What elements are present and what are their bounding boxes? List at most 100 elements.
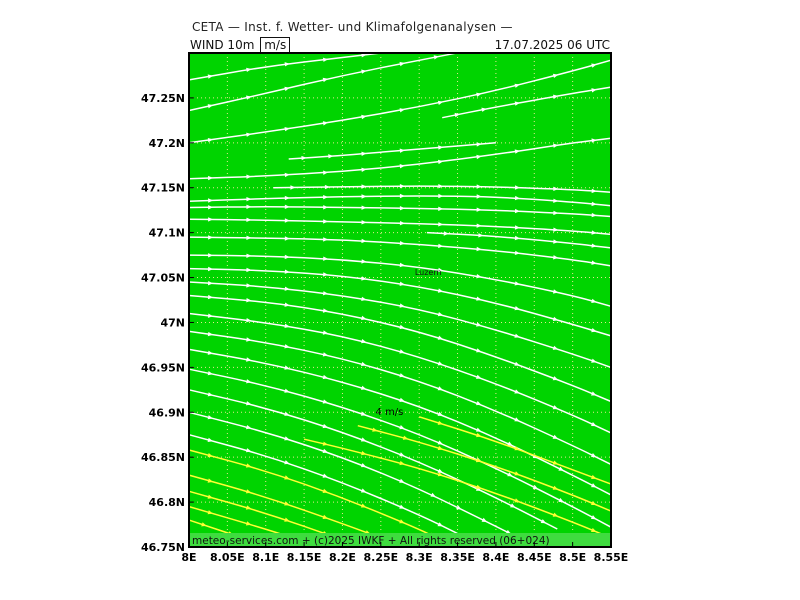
streamline-arrow [399, 504, 405, 509]
lon-tick-label: 8.3E [406, 551, 433, 564]
lat-tick-label: 47N [160, 316, 185, 329]
streamline-arrow [290, 185, 296, 190]
place-label-luzern: Luzern [415, 268, 442, 277]
streamline-arrow [552, 460, 559, 465]
streamline-arrow [553, 255, 559, 260]
streamline-arrow [437, 522, 443, 527]
streamline-arrow [361, 276, 367, 281]
streamline-arrow [361, 238, 367, 244]
streamline-arrow [399, 241, 405, 246]
streamline-arrow [399, 148, 405, 153]
streamline-arrow [399, 425, 405, 430]
streamline-arrow [476, 484, 482, 489]
streamline-arrow [433, 55, 439, 60]
streamline-arrow [591, 260, 597, 265]
streamline [188, 312, 612, 434]
streamline-arrow [591, 391, 597, 396]
lon-tick-label: 8.15E [287, 551, 322, 564]
streamline-arrow [246, 357, 252, 362]
streamline-arrow [591, 501, 597, 505]
streamline-arrow [438, 222, 444, 227]
streamline-arrow [207, 294, 214, 300]
streamline-arrow [430, 492, 436, 497]
streamline-arrow [207, 478, 213, 483]
streamline-arrow [558, 466, 564, 471]
variable-label: WIND 10m m/s [190, 37, 291, 53]
streamline-arrow [553, 289, 559, 294]
streamline-arrow [476, 246, 482, 252]
streamline-arrow [553, 143, 559, 148]
streamline-arrow [246, 298, 252, 303]
streamline-arrow [553, 94, 559, 99]
streamline-arrow [552, 512, 559, 517]
lon-tick-label: 8.1E [252, 551, 279, 564]
streamline-arrow [322, 352, 329, 357]
streamline-arrow [514, 208, 520, 214]
streamline-arrow [361, 220, 367, 225]
streamline-arrow [478, 233, 484, 238]
streamline-arrow [399, 61, 405, 67]
streamline-arrow [514, 417, 520, 422]
streamline-arrow [246, 425, 252, 430]
streamline-arrow [399, 281, 405, 286]
streamline-arrow [322, 291, 329, 296]
lon-tick-label: 8.55E [594, 551, 629, 564]
streamline-arrow [208, 235, 214, 240]
streamline [426, 231, 612, 249]
streamline-arrow [207, 494, 213, 499]
streamline-arrow [476, 374, 482, 379]
lat-tick-label: 46.9N [149, 406, 185, 419]
lat-tick-label: 46.8N [149, 496, 185, 509]
streamline-arrow [437, 411, 444, 416]
streamline-arrow [246, 95, 252, 100]
streamline-arrow [514, 185, 520, 190]
streamline-arrow [476, 142, 482, 147]
streamline [188, 474, 389, 542]
lat-tick-label: 46.95N [141, 361, 185, 374]
streamline-arrow [552, 73, 559, 78]
streamline-arrow [284, 460, 290, 465]
streamline-arrow [361, 114, 367, 120]
streamline-arrow [552, 376, 559, 381]
streamline-arrow [476, 401, 482, 406]
lon-tick-label: 8.25E [363, 551, 398, 564]
streamline-arrow [591, 483, 597, 488]
streamline-arrow [361, 385, 367, 390]
streamline-arrow [507, 441, 513, 446]
streamline-arrow [284, 323, 290, 328]
streamline-arrow [438, 243, 444, 249]
streamline [357, 424, 612, 512]
streamline-arrow [208, 281, 214, 286]
streamline-arrow [437, 472, 444, 477]
wind-speed-legend-label: 4 m/s [375, 407, 403, 418]
streamline-arrow [245, 521, 252, 526]
streamline-arrow [591, 328, 597, 333]
streamline-arrow [207, 331, 214, 337]
streamline-arrow [399, 206, 405, 211]
lon-tick-label: 8.4E [482, 551, 509, 564]
streamline [188, 206, 612, 218]
streamline-arrow [322, 121, 329, 126]
streamline-arrow [207, 510, 213, 515]
lon-tick-label: 8E [181, 551, 196, 564]
streamline [188, 59, 612, 144]
streamline-arrow [553, 227, 559, 232]
streamline-arrow [361, 296, 367, 301]
streamline-arrow [201, 522, 207, 527]
streamline-arrow [360, 437, 367, 442]
lat-tick-label: 47.1N [149, 227, 185, 240]
streamline-arrow [323, 219, 329, 224]
footer-bar [189, 533, 611, 547]
streamline-arrow [443, 231, 449, 236]
streamline [188, 490, 343, 541]
streamline-arrow [207, 350, 214, 355]
streamline-arrow [399, 221, 405, 226]
streamline-arrow [284, 365, 290, 370]
streamline-arrow [246, 217, 252, 222]
streamline-arrow [540, 519, 547, 524]
streamline-arrow [284, 195, 290, 201]
streamline-arrow [361, 167, 367, 172]
streamline-arrow [323, 237, 329, 242]
streamline-arrow [558, 497, 564, 503]
streamline-arrow [510, 503, 516, 508]
